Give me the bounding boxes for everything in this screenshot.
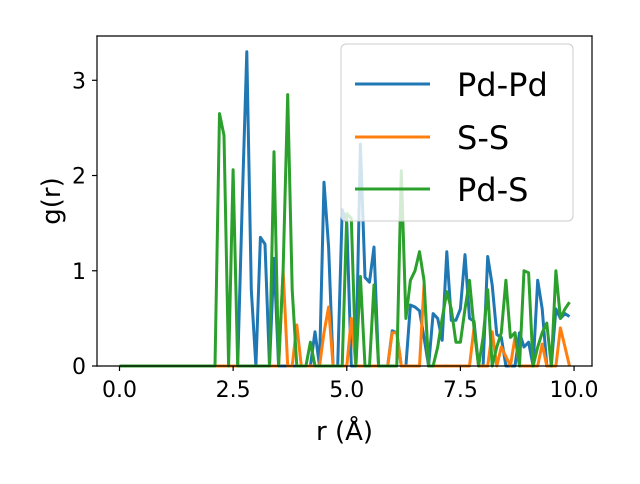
legend-label: Pd-S bbox=[457, 171, 528, 209]
legend-label: Pd-Pd bbox=[457, 66, 548, 104]
x-tick-label: 10.0 bbox=[550, 378, 599, 403]
y-axis: 0 1 2 3 bbox=[72, 69, 97, 380]
x-tick-label: 0.0 bbox=[102, 378, 137, 403]
legend: Pd-Pd S-S Pd-S bbox=[340, 43, 574, 222]
y-tick-label: 3 bbox=[72, 69, 86, 94]
x-axis: 0.0 2.5 5.0 7.5 10.0 bbox=[102, 366, 599, 403]
x-tick-label: 2.5 bbox=[216, 378, 251, 403]
y-tick-label: 2 bbox=[72, 165, 86, 190]
y-axis-label: g(r) bbox=[37, 177, 67, 224]
y-tick-label: 0 bbox=[72, 355, 86, 380]
x-tick-label: 7.5 bbox=[443, 378, 478, 403]
x-axis-label: r (Å) bbox=[316, 415, 373, 447]
legend-box bbox=[340, 43, 574, 222]
legend-label: S-S bbox=[457, 119, 509, 157]
x-tick-label: 5.0 bbox=[329, 378, 364, 403]
axes-frame bbox=[96, 35, 593, 367]
y-tick-label: 1 bbox=[72, 260, 86, 285]
